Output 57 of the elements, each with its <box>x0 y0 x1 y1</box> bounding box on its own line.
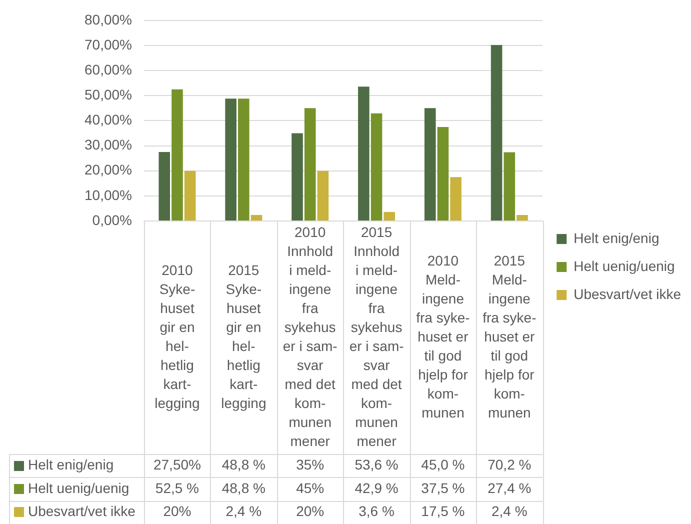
data-label: 20% <box>296 503 324 520</box>
bar <box>304 108 316 220</box>
data-label: 48,8 % <box>222 456 266 473</box>
bar <box>424 108 436 220</box>
y-tick-label: 30,00% <box>84 136 132 153</box>
data-label: 2,4 % <box>226 503 262 520</box>
data-label: 3,6 % <box>358 503 394 520</box>
x-tick-label: 2015 Syke- huset gir en hel- hetlig kart- legging <box>221 262 266 411</box>
bar <box>516 214 528 220</box>
bar <box>158 152 170 220</box>
y-tick-label: 0,00% <box>92 212 132 228</box>
data-label: 17,5 % <box>421 503 465 520</box>
data-label: 45,0 % <box>421 456 465 473</box>
data-label: 2,4 % <box>492 503 528 520</box>
bar <box>504 152 516 220</box>
legend-label: Helt enig/enig <box>574 230 660 246</box>
text: Ubesvart/vet ikke <box>28 503 136 520</box>
data-label: 35% <box>296 456 324 473</box>
bar <box>384 212 396 220</box>
data-label: 53,6 % <box>354 456 398 473</box>
data-label: 48,8 % <box>222 480 266 496</box>
data-label: 42,9 % <box>354 480 398 496</box>
bar <box>490 44 502 220</box>
text: Helt uenig/uenig <box>28 480 130 496</box>
bar <box>370 113 382 220</box>
y-tick-label: 70,00% <box>84 36 132 52</box>
data-label: 45% <box>296 480 324 496</box>
y-tick-label: 80,00% <box>84 11 132 28</box>
legend-label: Ubesvart/vet ikke <box>574 286 682 302</box>
bar <box>292 133 303 220</box>
y-tick-label: 10,00% <box>84 186 132 203</box>
legend-label: Helt uenig/uenig <box>574 258 675 274</box>
bar <box>238 98 250 220</box>
bar <box>450 177 462 220</box>
bar <box>225 98 236 220</box>
bar <box>437 126 449 220</box>
data-label: 52,5 % <box>155 480 200 496</box>
data-label: 20% <box>163 503 192 520</box>
category-label: 2010 Meld- ingene fra syke- huset er til god hjelp for kom- munen <box>416 252 470 420</box>
bar <box>317 170 329 220</box>
data-label: 27,4 % <box>488 480 532 496</box>
data-label: 27,50% <box>153 456 201 473</box>
data-label: 70,2 % <box>488 456 532 473</box>
y-tick-label: 60,00% <box>84 61 132 78</box>
category-label: 2010 Innhold i meld- ingene fra sykehus er i sam- svar med det kom- munen mener <box>282 224 338 449</box>
category-label: 2015 Meld- ingene fra syke- huset er til god hjelp for kom- munen <box>482 252 536 420</box>
y-tick-label: 50,00% <box>84 86 132 102</box>
y-tick-label: 20,00% <box>84 162 132 178</box>
x-tick-label: 2010 Syke- huset gir en hel- hetlig kart- legging <box>154 262 200 411</box>
bar <box>184 170 196 220</box>
bar <box>172 89 183 220</box>
data-label: 37,5 % <box>421 480 465 496</box>
text: Helt enig/enig <box>28 456 114 473</box>
y-tick-label: 40,00% <box>84 112 132 128</box>
bar <box>250 214 262 220</box>
bar <box>358 86 370 220</box>
category-label: 2015 Innhold i meld- ingene fra sykehus er i sam- svar med det kom- munen mener <box>349 224 404 449</box>
